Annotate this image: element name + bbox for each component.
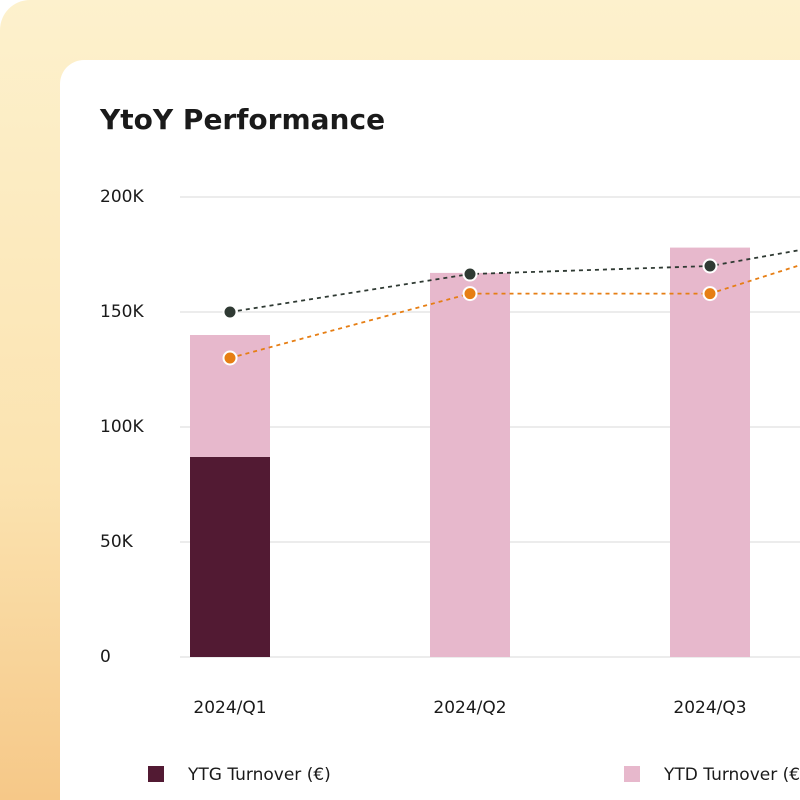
x-tick-label: 2024/Q3 [673,698,746,718]
line-marker [222,304,238,320]
line-marker [702,286,718,302]
y-tick-label: 0 [100,647,111,667]
bar [430,272,510,657]
legend-label: YTD Turnover (€) [663,765,800,785]
x-tick-label: 2024/Q2 [433,698,506,718]
legend-label: YTG Turnover (€) [187,765,331,785]
y-tick-label: 100K [100,417,144,437]
y-tick-label: 150K [100,302,144,322]
chart-title: YtoY Performance [99,103,385,136]
line-marker [702,258,718,274]
line [229,264,800,359]
line-marker [462,286,478,302]
line [229,249,800,313]
y-tick-label: 200K [100,187,144,207]
bar [670,247,750,657]
line-marker [222,350,238,366]
legend-swatch [624,766,640,782]
x-tick-label: 2024/Q1 [193,698,266,718]
y-tick-label: 50K [100,532,134,552]
bar [190,456,270,657]
line-marker [462,266,478,282]
legend-swatch [148,766,164,782]
